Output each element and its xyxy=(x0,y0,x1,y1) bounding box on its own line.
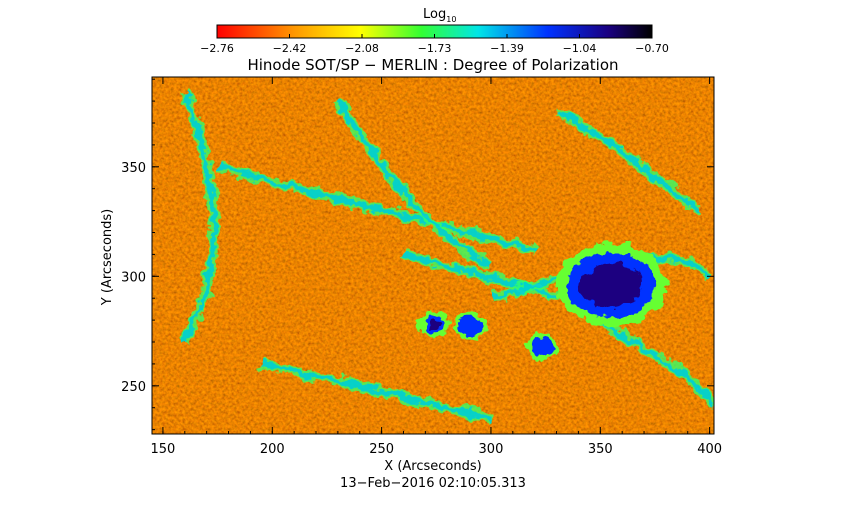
colorbar-label: Log10 xyxy=(423,7,456,24)
network-lane-core xyxy=(216,164,536,253)
colorbar-ticks: −2.76 −2.42 −2.08 −1.73 −1.39 −1.04 −0.70 xyxy=(200,34,669,55)
colorbar-tick-label: −2.08 xyxy=(345,42,379,55)
network-lane-core xyxy=(182,89,217,344)
polarization-patch xyxy=(465,321,478,332)
x-tick-label: 300 xyxy=(479,442,504,457)
timestamp: 13−Feb−2016 02:10:05.313 xyxy=(340,476,526,491)
polarization-patch xyxy=(535,341,548,352)
chart-title: Hinode SOT/SP − MERLIN : Degree of Polar… xyxy=(247,56,618,74)
y-tick-label: 250 xyxy=(121,380,146,395)
colorbar-tick-label: −1.39 xyxy=(490,42,524,55)
polarization-patch xyxy=(428,319,441,330)
colorbar-tick-label: −2.42 xyxy=(273,42,307,55)
network-lane-core xyxy=(335,99,493,268)
colorbar-tick-label: −2.76 xyxy=(200,42,234,55)
colorbar-tick-label: −1.04 xyxy=(563,42,597,55)
colorbar-tick-label: −0.70 xyxy=(635,42,669,55)
x-axis-label: X (Arcseconds) xyxy=(384,459,481,474)
x-tick-label: 150 xyxy=(151,442,176,457)
y-axis-label: Y (Arcseconds) xyxy=(100,209,115,306)
x-tick-label: 250 xyxy=(369,442,394,457)
network-lane-core xyxy=(260,361,492,422)
y-tick-label: 350 xyxy=(121,161,146,176)
x-axis: 150 200 250 300 350 400 xyxy=(151,77,722,457)
y-axis: 250 300 350 xyxy=(121,78,714,431)
polarization-patch xyxy=(579,263,644,308)
network-lane-core xyxy=(598,318,714,409)
x-tick-label: 350 xyxy=(588,442,613,457)
plot-frame xyxy=(151,76,715,435)
network-lane-core xyxy=(555,109,701,213)
polarization-map xyxy=(152,77,714,434)
x-tick-label: 400 xyxy=(697,442,722,457)
colorbar-tick-label: −1.73 xyxy=(418,42,452,55)
y-tick-label: 300 xyxy=(121,270,146,285)
x-tick-label: 200 xyxy=(260,442,285,457)
